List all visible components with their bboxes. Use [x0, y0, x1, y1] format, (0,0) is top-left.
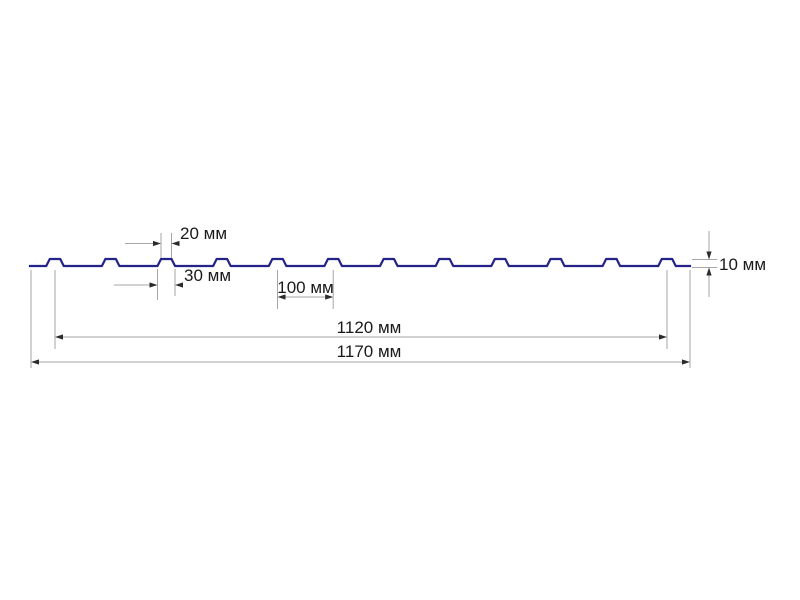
arrowhead-up-icon: [706, 267, 712, 276]
arrowhead-left-icon: [171, 240, 180, 247]
profile-sheet-outline: [28, 257, 692, 268]
dim-overall-width: 1170 мм: [30, 270, 691, 368]
dim-rib-top-width: 20 мм: [125, 224, 227, 258]
arrowhead-left-icon: [277, 294, 286, 300]
arrowhead-right-icon: [149, 282, 158, 288]
arrowhead-down-icon: [706, 251, 712, 260]
arrowhead-right-icon: [153, 240, 161, 247]
dim-profile-height: 10 мм: [692, 231, 766, 297]
dim-label-working-width: 1120 мм: [337, 318, 402, 337]
dim-label-overall-width: 1170 мм: [337, 342, 402, 361]
dim-working-width: 1120 мм: [54, 270, 668, 349]
dim-label-profile-height: 10 мм: [719, 255, 766, 274]
dim-label-rib-top-width: 20 мм: [180, 224, 227, 243]
arrowhead-right-icon: [325, 294, 334, 300]
dim-label-rib-bottom-width: 30 мм: [184, 266, 231, 285]
arrowhead-left-icon: [31, 359, 39, 365]
arrowhead-left-icon: [55, 334, 63, 340]
dim-rib-bottom-width: 30 мм: [114, 266, 231, 300]
arrowhead-right-icon: [659, 334, 667, 340]
arrowhead-left-icon: [175, 282, 183, 288]
dim-rib-pitch: 100 мм: [277, 270, 334, 309]
dim-label-rib-pitch: 100 мм: [277, 278, 333, 297]
arrowhead-right-icon: [682, 359, 690, 365]
